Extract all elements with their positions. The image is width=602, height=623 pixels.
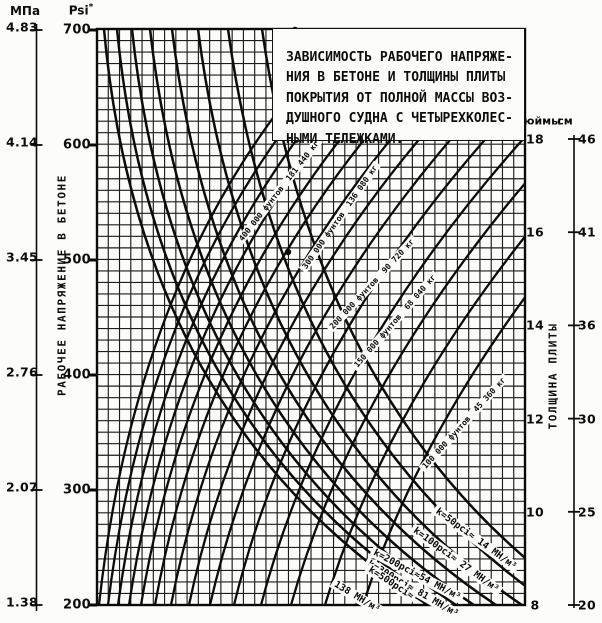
mpa-tick-label: 4.83 (5, 19, 39, 35)
weight-curve (259, 135, 525, 605)
psi-tick-label: 500 (62, 252, 92, 268)
footnote-asterisk: * (88, 2, 94, 13)
psi-tick-label: 200 (62, 597, 92, 613)
mpa-tick-label: 4.14 (5, 134, 39, 150)
right-axis-unit-inch: дюймы (514, 114, 562, 128)
k-curve (148, 29, 475, 605)
chart-title-line: НЫМИ ТЕЛЕЖКАМИ. (286, 131, 404, 147)
inch-tick-label: 8 (530, 597, 540, 613)
psi-tick-label: 700 (62, 22, 92, 38)
chart-title-line: ЗАВИСИМОСТЬ РАБОЧЕГО НАПРЯЖЕ- (286, 50, 513, 65)
cm-tick-label: 30 (578, 411, 596, 427)
inch-tick-label: 14 (526, 317, 544, 333)
chart-title-box: ЗАВИСИМОСТЬ РАБОЧЕГО НАПРЯЖЕ- НИЯ В БЕТО… (272, 28, 525, 147)
k-curve (170, 29, 497, 605)
inch-tick-label: 16 (526, 224, 544, 240)
left-axis-unit-psi: Psi* (68, 2, 94, 18)
k-curve (115, 29, 442, 605)
chart-title-line: ПОКРЫТИЯ ОТ ПОЛНОЙ МАССЫ ВОЗ- (286, 90, 513, 106)
mpa-tick-label: 1.38 (5, 594, 39, 610)
left-axis-unit-mpa: МПа (9, 4, 41, 18)
cm-tick-label: 46 (578, 131, 596, 147)
mpa-tick-label: 3.45 (5, 249, 39, 265)
k-curve (130, 29, 457, 605)
chart-title-line: НИЯ В БЕТОНЕ И ТОЛЩИНЫ ПЛИТЫ (286, 70, 506, 86)
psi-tick-label: 600 (62, 137, 92, 153)
mpa-tick-label: 2.07 (5, 479, 39, 495)
cm-tick-label: 25 (578, 504, 596, 520)
k-curve (102, 29, 429, 605)
right-axis-unit-cm: см (557, 114, 573, 128)
weight-curve (323, 234, 525, 605)
cm-tick-label: 20 (578, 597, 596, 613)
curve-end-dot (284, 248, 292, 256)
left-axis-title: РАБОЧЕЕ НАПРЯЖЕНИЕ В БЕТОНЕ (55, 173, 69, 397)
chart-title-line: ДУШНОГО СУДНА С ЧЕТЫРЕХКОЛЕС- (286, 111, 513, 127)
psi-tick-label: 300 (62, 482, 92, 498)
cm-tick-label: 41 (578, 224, 596, 240)
right-axis-title: ТОЛЩИНА ПЛИТЫ (546, 322, 560, 430)
inch-tick-label: 18 (526, 131, 544, 147)
psi-tick-label: 400 (62, 367, 92, 383)
inch-tick-label: 12 (526, 411, 544, 427)
mpa-tick-label: 2.76 (5, 364, 39, 380)
inch-tick-label: 10 (526, 504, 544, 520)
cm-tick-label: 36 (578, 317, 596, 333)
